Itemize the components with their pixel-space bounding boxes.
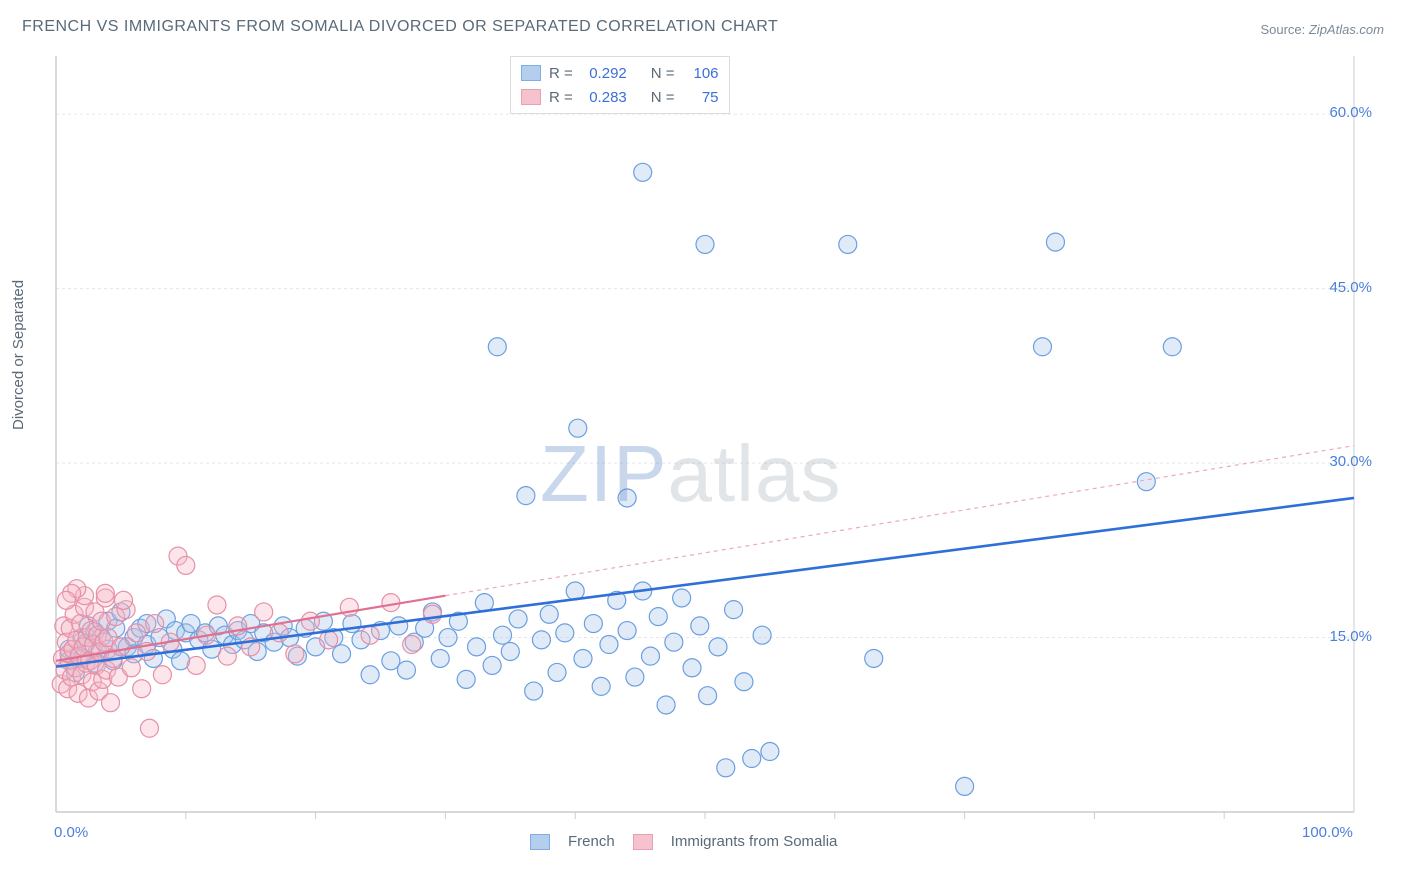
swatch-somalia xyxy=(633,834,653,850)
swatch-somalia xyxy=(521,89,541,105)
plot-area: ZIPatlas R = 0.292 N = 106 R = 0.283 N =… xyxy=(50,48,1384,848)
r-label: R = xyxy=(549,65,573,82)
n-label: N = xyxy=(651,65,675,82)
correlation-legend: R = 0.292 N = 106 R = 0.283 N = 75 xyxy=(510,56,730,114)
legend-row-french: R = 0.292 N = 106 xyxy=(521,61,719,85)
y-tick-label: 45.0% xyxy=(1329,279,1372,296)
series-legend: French Immigrants from Somalia xyxy=(530,833,837,850)
r-value-french: 0.292 xyxy=(581,65,627,82)
x-tick-label: 0.0% xyxy=(54,824,88,841)
x-tick-label: 100.0% xyxy=(1302,824,1353,841)
r-value-somalia: 0.283 xyxy=(581,89,627,106)
r-label: R = xyxy=(549,89,573,106)
swatch-french xyxy=(521,65,541,81)
y-tick-label: 15.0% xyxy=(1329,628,1372,645)
chart-title: FRENCH VS IMMIGRANTS FROM SOMALIA DIVORC… xyxy=(22,18,778,36)
source-attribution: Source: ZipAtlas.com xyxy=(1260,22,1384,37)
y-tick-label: 30.0% xyxy=(1329,453,1372,470)
source-prefix: Source: xyxy=(1260,22,1308,37)
series-label-french: French xyxy=(568,833,615,850)
n-label: N = xyxy=(651,89,675,106)
swatch-french xyxy=(530,834,550,850)
legend-row-somalia: R = 0.283 N = 75 xyxy=(521,85,719,109)
series-label-somalia: Immigrants from Somalia xyxy=(671,833,838,850)
source-link[interactable]: ZipAtlas.com xyxy=(1309,22,1384,37)
n-value-french: 106 xyxy=(683,65,719,82)
n-value-somalia: 75 xyxy=(683,89,719,106)
y-tick-label: 60.0% xyxy=(1329,104,1372,121)
y-axis-label: Divorced or Separated xyxy=(10,280,27,430)
chart-svg xyxy=(50,48,1384,848)
